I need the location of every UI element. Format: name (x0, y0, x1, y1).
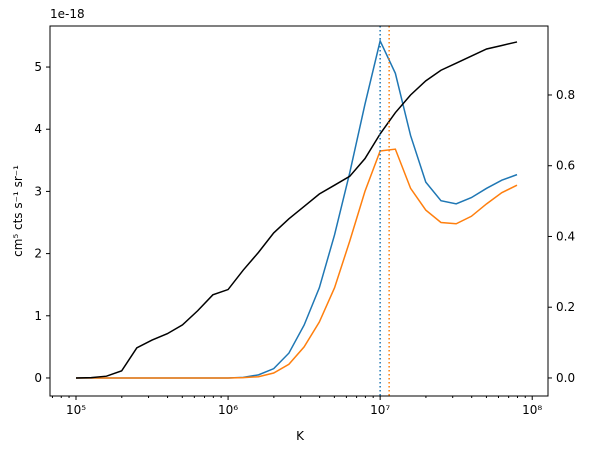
series-line (76, 148, 518, 379)
x-tick-label: 10⁷ (370, 403, 390, 417)
y2-tick-label: 0.6 (556, 159, 575, 173)
y-tick-label: 3 (34, 184, 42, 198)
x-tick-label: 10⁸ (522, 403, 542, 417)
y2-tick-label: 0.0 (556, 371, 575, 385)
series-line (75, 41, 518, 379)
y-tick-label: 4 (34, 122, 42, 136)
y-offset-label: 1e-18 (50, 7, 85, 21)
y2-tick-label: 0.8 (556, 88, 575, 102)
y-tick-label: 5 (34, 60, 42, 74)
y-tick-label: 0 (34, 371, 42, 385)
x-axis-label: K (296, 429, 305, 443)
y-tick-label: 2 (34, 247, 42, 261)
x-tick-label: 10⁶ (218, 403, 238, 417)
y-tick-label: 1 (34, 309, 42, 323)
plot-frame (49, 25, 549, 397)
series-line (76, 38, 518, 379)
x-tick-label: 10⁵ (66, 403, 86, 417)
y2-tick-label: 0.4 (556, 229, 575, 243)
y2-tick-label: 0.2 (556, 300, 575, 314)
y-axis-label: cm⁵ cts s⁻¹ sr⁻¹ (11, 165, 25, 257)
